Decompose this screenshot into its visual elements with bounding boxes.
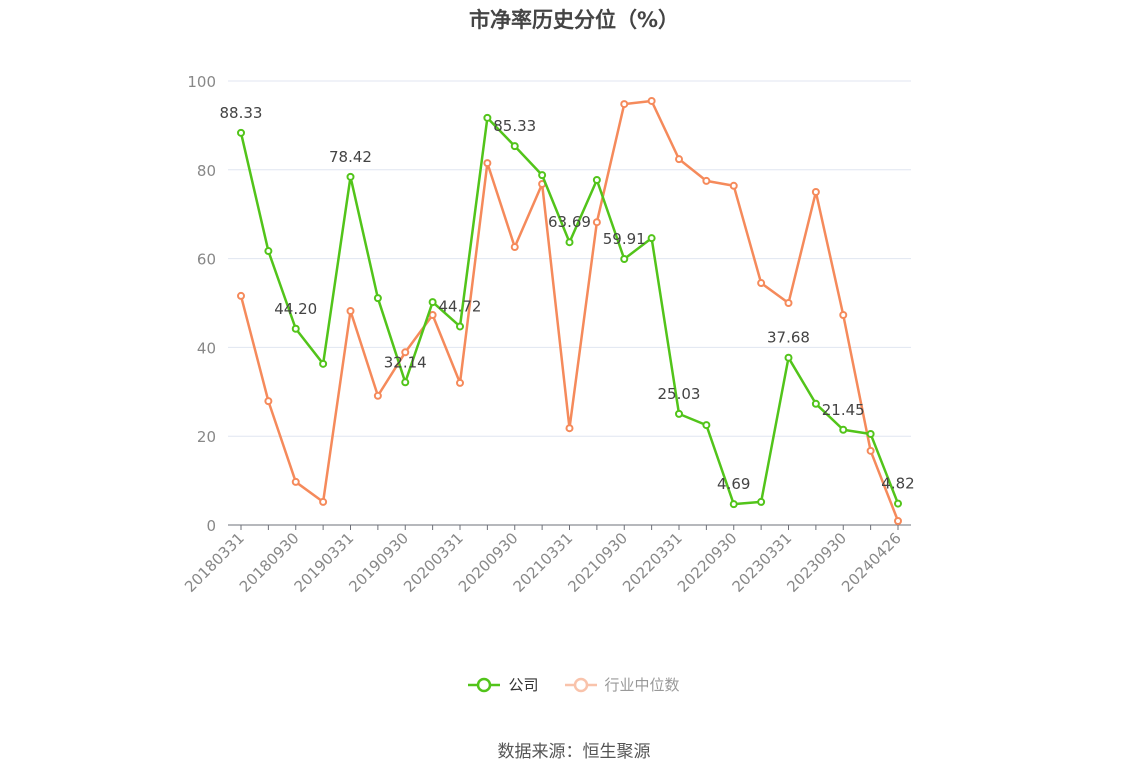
data-point-0 — [620, 254, 629, 263]
data-point-1 — [291, 477, 300, 486]
data-point-1 — [319, 497, 328, 506]
data-point-1 — [839, 310, 848, 319]
data-point-1 — [729, 181, 738, 190]
y-tick-label: 40 — [197, 339, 216, 357]
data-point-0 — [565, 238, 574, 247]
data-point-0 — [675, 409, 683, 418]
data-source: 数据来源：恒生聚源 — [497, 742, 651, 762]
data-point-1 — [894, 517, 902, 526]
data-label: 21.45 — [822, 401, 865, 419]
data-label: 37.68 — [767, 329, 810, 347]
data-point-1 — [401, 348, 410, 357]
data-label: 85.33 — [493, 117, 536, 135]
y-tick-label: 20 — [197, 428, 216, 446]
data-point-0 — [538, 171, 547, 180]
data-point-0 — [729, 500, 738, 509]
data-point-0 — [839, 425, 848, 434]
data-point-0 — [456, 322, 464, 331]
legend-label-company: 公司 — [508, 676, 539, 694]
data-point-0 — [510, 142, 519, 151]
data-point-0 — [702, 421, 711, 430]
data-point-1 — [346, 306, 355, 315]
data-point-1 — [866, 446, 875, 455]
data-point-0 — [757, 497, 766, 506]
data-point-1 — [675, 155, 683, 164]
data-point-0 — [373, 294, 382, 303]
data-label: 44.20 — [274, 300, 317, 318]
legend-item-company[interactable]: 公司 — [468, 674, 539, 695]
data-point-0 — [291, 324, 300, 333]
data-point-1 — [757, 279, 766, 288]
legend: 公司 行业中位数 — [0, 674, 1148, 695]
data-point-1 — [510, 243, 519, 252]
data-point-1 — [620, 100, 629, 109]
legend-marker-industry-median — [564, 677, 597, 692]
series-line-0 — [239, 116, 900, 506]
data-point-1 — [428, 310, 437, 319]
data-label: 63.69 — [548, 213, 591, 231]
data-point-0 — [428, 298, 437, 307]
x-tick-label: 20240426 — [838, 529, 905, 596]
data-point-1 — [373, 391, 382, 400]
data-point-0 — [811, 399, 820, 408]
data-point-0 — [319, 359, 328, 368]
data-point-1 — [647, 96, 656, 105]
data-point-0 — [237, 128, 245, 137]
data-label: 25.03 — [658, 385, 701, 403]
data-point-0 — [784, 353, 793, 362]
data-point-0 — [264, 247, 273, 256]
plot-area: 0204060801002018033120180930201903312019… — [181, 73, 915, 596]
y-tick-label: 60 — [197, 251, 216, 269]
data-point-0 — [894, 499, 902, 508]
y-tick-label: 80 — [197, 162, 216, 180]
data-label: 78.42 — [329, 148, 372, 166]
data-point-1 — [784, 299, 793, 307]
data-label: 88.33 — [220, 104, 263, 122]
data-point-0 — [866, 429, 875, 438]
data-point-1 — [237, 291, 245, 300]
y-tick-label: 0 — [206, 517, 216, 535]
y-tick-label: 100 — [187, 73, 216, 91]
data-point-0 — [483, 113, 492, 122]
data-point-0 — [647, 234, 656, 243]
data-label: 59.91 — [603, 230, 646, 248]
data-point-1 — [702, 176, 711, 185]
data-point-0 — [592, 176, 601, 185]
legend-marker-company — [468, 677, 501, 692]
data-label: 32.14 — [384, 353, 427, 371]
data-label: 44.72 — [439, 297, 482, 315]
data-point-0 — [401, 378, 410, 387]
chart-title: 市净率历史分位（%） — [468, 8, 680, 32]
data-point-1 — [483, 159, 492, 168]
data-point-1 — [565, 424, 574, 433]
data-point-1 — [264, 397, 273, 406]
data-label: 4.69 — [717, 475, 750, 493]
data-point-1 — [811, 188, 820, 196]
legend-item-industry-median[interactable]: 行业中位数 — [564, 674, 680, 695]
data-point-1 — [592, 218, 601, 227]
legend-label-industry-median: 行业中位数 — [604, 676, 680, 694]
data-point-1 — [456, 378, 464, 387]
data-point-0 — [346, 172, 355, 181]
data-label: 4.82 — [881, 475, 914, 493]
